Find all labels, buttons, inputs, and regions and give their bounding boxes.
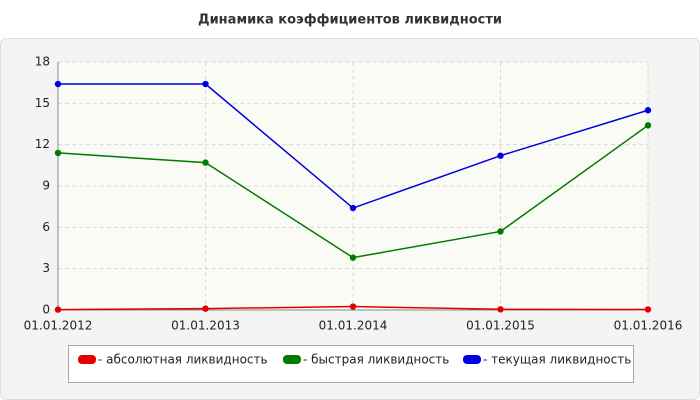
y-tick-label: 0 [42, 303, 50, 317]
point [349, 254, 357, 261]
y-tick-label: 9 [42, 179, 50, 193]
point [349, 204, 357, 212]
legend-swatch [78, 355, 96, 364]
point [202, 80, 209, 88]
chart-title: Динамика коэффициентов ликвидности [198, 13, 502, 28]
legend-label: - абсолютная ликвидность [98, 353, 268, 367]
y-tick-label: 3 [42, 261, 50, 275]
legend-swatch [463, 355, 481, 364]
point [349, 303, 357, 310]
point [54, 306, 62, 313]
y-tick-label: 15 [35, 96, 50, 110]
y-tick-label: 6 [42, 220, 50, 234]
legend-label: - текущая ликвидность [483, 353, 631, 367]
point [202, 305, 209, 312]
x-tick-label: 01.01.2013 [171, 319, 240, 333]
point [644, 122, 652, 129]
point [497, 152, 504, 159]
y-tick-label: 12 [35, 137, 50, 151]
legend-label: - быстрая ликвидность [303, 353, 449, 367]
point [202, 159, 209, 166]
point [644, 107, 652, 114]
point [54, 80, 62, 88]
point [54, 149, 62, 157]
x-tick-label: 01.01.2016 [614, 319, 683, 333]
point [644, 306, 652, 313]
x-tick-label: 01.01.2014 [319, 319, 388, 333]
point [497, 228, 504, 235]
x-tick-label: 01.01.2012 [24, 319, 93, 333]
y-tick-label: 18 [35, 55, 50, 69]
legend-swatch [283, 355, 301, 364]
point [497, 306, 504, 313]
legend [68, 345, 634, 383]
x-tick-label: 01.01.2015 [466, 319, 535, 333]
